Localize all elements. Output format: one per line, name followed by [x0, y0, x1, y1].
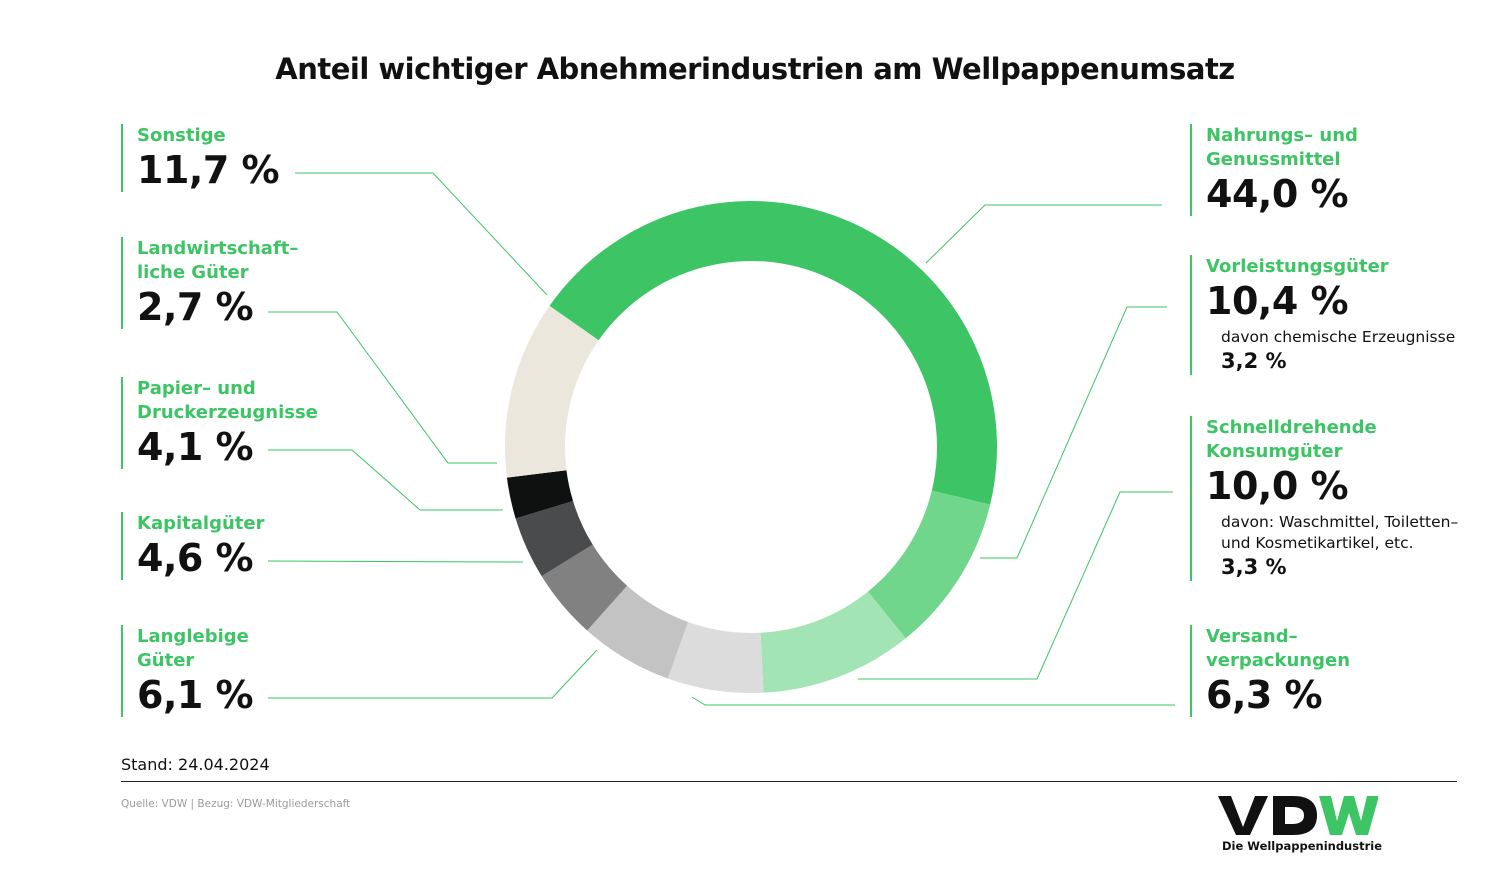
leader-line-vorleistung: [980, 306, 1167, 559]
stand-date: Stand: 24.04.2024: [121, 755, 270, 774]
entry-konsum: Schnelldrehende Konsumgüter 10,0 % davon…: [1190, 416, 1458, 581]
entry-nahrung: Nahrungs– und Genussmittel 44,0 %: [1190, 124, 1358, 216]
leader-line-langlebig: [268, 649, 598, 699]
leader-line-nahrung: [925, 204, 1162, 264]
chart-title: Anteil wichtiger Abnehmerindustrien am W…: [275, 52, 1235, 86]
leader-line-kapital: [267, 560, 524, 563]
logo-letter-w: [1319, 796, 1378, 835]
value-vorleistung: 10,4 %: [1206, 279, 1349, 323]
donut-slice-3: [760, 591, 906, 693]
entry-langlebig: Langlebige Güter 6,1 %: [121, 625, 254, 717]
entry-landwirtschaft: Landwirtschaft– liche Güter 2,7 %: [121, 237, 298, 329]
entry-kapital: Kapitalgüter 4,6 %: [121, 512, 264, 580]
leader-line-landwirtschaft: [268, 311, 497, 464]
footer-divider: [121, 781, 1457, 782]
value-konsum: 10,0 %: [1206, 464, 1349, 508]
donut-slice-9: [505, 305, 599, 478]
donut-slice-8: [506, 470, 574, 519]
donut-slice-4: [667, 622, 764, 694]
label-sonstige: Sonstige: [137, 125, 226, 146]
value-kapital: 4,6 %: [137, 536, 254, 580]
donut-slice-1: [549, 201, 997, 505]
logo-letter-d: [1273, 796, 1317, 835]
entry-vorleistung: Vorleistungsgüter 10,4 % davon chemische…: [1190, 255, 1455, 375]
value-papier: 4,1 %: [137, 425, 254, 469]
donut-slice-5: [587, 585, 689, 679]
value-langlebig: 6,1 %: [137, 673, 254, 717]
leader-line-konsum: [858, 491, 1173, 680]
sub-label-vorleistung: davon chemische Erzeugnisse: [1221, 328, 1456, 346]
donut-slice-7: [515, 501, 593, 577]
label-vorleistung: Vorleistungsgüter: [1206, 256, 1389, 277]
label-nahrung: Nahrungs– und Genussmittel: [1206, 125, 1358, 170]
leader-lines: [267, 172, 1175, 706]
value-sonstige: 11,7 %: [137, 148, 280, 192]
label-versand: Versand– verpackungen: [1206, 626, 1351, 671]
leader-line-sonstige: [295, 172, 548, 296]
label-konsum: Schnelldrehende Konsumgüter: [1206, 417, 1377, 462]
donut-slices: [505, 201, 997, 694]
leader-line-papier: [268, 449, 503, 511]
label-langlebig: Langlebige Güter: [137, 626, 249, 671]
value-versand: 6,3 %: [1206, 673, 1323, 717]
label-landwirtschaft: Landwirtschaft– liche Güter: [137, 238, 299, 283]
logo-letter-v: [1218, 796, 1268, 835]
entry-sonstige: Sonstige 11,7 %: [121, 124, 280, 192]
leader-line-versand: [691, 696, 1175, 706]
label-kapital: Kapitalgüter: [137, 513, 265, 534]
donut-slice-6: [541, 544, 628, 631]
sub-label-konsum: davon: Waschmittel, Toiletten– und Kosme…: [1221, 513, 1459, 552]
vdw-logo: [1218, 796, 1378, 835]
sub-value-konsum: 3,3 %: [1221, 555, 1287, 579]
logo-tagline: Die Wellpappenindustrie: [1222, 839, 1382, 853]
sub-value-vorleistung: 3,2 %: [1221, 349, 1287, 373]
entry-versand: Versand– verpackungen 6,3 %: [1190, 625, 1350, 717]
entry-papier: Papier– und Druckerzeugnisse 4,1 %: [121, 377, 318, 469]
value-nahrung: 44,0 %: [1206, 172, 1349, 216]
donut-slice-2: [867, 490, 991, 639]
label-papier: Papier– und Druckerzeugnisse: [137, 378, 318, 423]
value-landwirtschaft: 2,7 %: [137, 285, 254, 329]
source-note: Quelle: VDW | Bezug: VDW-Mitgliederschaf…: [121, 798, 351, 810]
